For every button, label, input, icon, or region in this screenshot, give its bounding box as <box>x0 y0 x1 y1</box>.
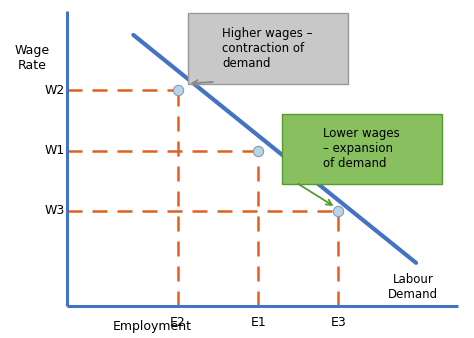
FancyBboxPatch shape <box>188 13 348 83</box>
Text: W3: W3 <box>45 204 65 217</box>
Point <box>255 148 262 153</box>
Text: E2: E2 <box>170 316 186 330</box>
Text: Wage
Rate: Wage Rate <box>14 44 50 72</box>
Text: W2: W2 <box>45 84 65 97</box>
Text: Lower wages
– expansion
of demand: Lower wages – expansion of demand <box>323 127 400 170</box>
Text: Labour
Demand: Labour Demand <box>388 273 438 301</box>
Text: E1: E1 <box>250 316 266 330</box>
Text: W1: W1 <box>45 144 65 157</box>
Point <box>335 208 342 214</box>
Text: E3: E3 <box>330 316 346 330</box>
Text: Higher wages –
contraction of
demand: Higher wages – contraction of demand <box>222 27 313 70</box>
FancyBboxPatch shape <box>282 114 442 184</box>
Point <box>174 88 182 93</box>
Text: Employment: Employment <box>113 320 191 333</box>
